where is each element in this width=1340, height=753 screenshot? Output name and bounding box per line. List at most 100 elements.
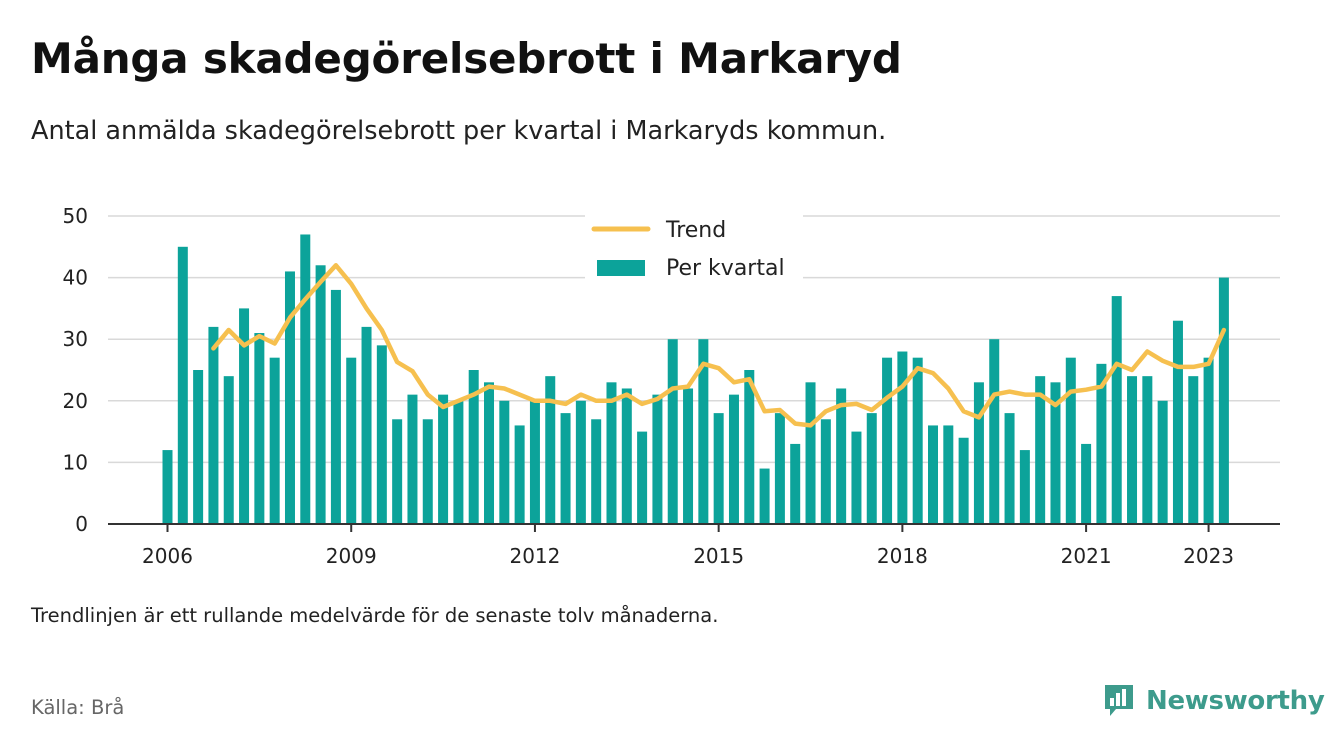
bar: [208, 326, 219, 524]
bar: [943, 425, 954, 524]
bar: [545, 376, 556, 524]
bar: [1065, 357, 1076, 524]
bar: [683, 388, 694, 524]
chart-subtitle: Antal anmälda skadegörelsebrott per kvar…: [31, 116, 887, 146]
legend-bar-label: Per kvartal: [666, 256, 785, 281]
bar: [759, 468, 770, 524]
bar: [606, 382, 617, 524]
bar: [1157, 400, 1168, 524]
bar: [1050, 382, 1061, 524]
bar: [575, 400, 586, 524]
bar: [790, 443, 801, 524]
bar: [1111, 296, 1122, 524]
trend-line: [211, 263, 1227, 428]
bar: [193, 370, 204, 524]
y-tick-label: 0: [75, 512, 88, 536]
bar: [989, 339, 1000, 524]
bar: [1127, 376, 1138, 524]
bar: [269, 357, 280, 524]
bar: [284, 271, 295, 524]
bar: [315, 265, 326, 524]
bar: [453, 400, 464, 524]
bar: [468, 370, 479, 524]
bar: [713, 413, 724, 524]
y-tick-label: 20: [63, 389, 88, 413]
y-tick-label: 50: [63, 204, 88, 228]
x-axis: 2006 2009 2012 2015 2018 2021 2023: [142, 524, 1234, 568]
bar: [1019, 450, 1030, 524]
legend-trend-label: Trend: [665, 218, 726, 243]
bar: [958, 437, 969, 524]
bar: [652, 394, 663, 524]
bar: [774, 413, 785, 524]
bar: [1218, 277, 1229, 524]
bar: [514, 425, 525, 524]
trend-note: Trendlinjen är ett rullande medelvärde f…: [31, 604, 719, 627]
bar: [621, 388, 632, 524]
x-tick-label: 2018: [877, 544, 928, 568]
bar: [392, 419, 403, 524]
bar: [1081, 443, 1092, 524]
y-tick-label: 40: [63, 266, 88, 290]
x-tick-label: 2006: [142, 544, 193, 568]
bar: [330, 289, 341, 524]
bar: [667, 339, 678, 524]
y-tick-label: 30: [63, 327, 88, 351]
legend-bar-swatch: [597, 260, 645, 276]
bar: [928, 425, 938, 524]
bar: [499, 400, 510, 524]
bar: [1172, 320, 1183, 524]
bar: [1096, 363, 1107, 524]
bar: [1203, 357, 1214, 524]
bar: [1004, 413, 1015, 524]
bar: [851, 431, 862, 524]
bar: [836, 388, 847, 524]
bar: [912, 357, 923, 524]
bar: [223, 376, 234, 524]
bar: [407, 394, 418, 524]
bar: [361, 326, 372, 524]
x-tick-label: 2009: [326, 544, 377, 568]
bar: [438, 394, 449, 524]
bar: [882, 357, 893, 524]
bar: [1035, 376, 1046, 524]
bar: [254, 333, 265, 524]
bar: [1142, 376, 1153, 524]
y-tick-label: 10: [63, 450, 88, 474]
bar: [744, 370, 755, 524]
bar: [728, 394, 739, 524]
bar: [346, 357, 357, 524]
bar: [973, 382, 984, 524]
bar: [162, 450, 173, 524]
bar: [376, 345, 387, 524]
newsworthy-logo-icon: [1105, 685, 1133, 716]
y-axis: 0 10 20 30 40 50: [63, 204, 88, 536]
x-tick-label: 2015: [693, 544, 744, 568]
bar: [591, 419, 602, 524]
trend-line-group: [211, 263, 1227, 428]
bar: [637, 431, 648, 524]
bar: [422, 419, 433, 524]
bar-line-chart: 0 10 20 30 40 50 2006 2009 2012 2015 2018 2021 2023…: [63, 204, 1280, 568]
x-tick-label: 2012: [509, 544, 560, 568]
bar: [820, 419, 831, 524]
source-text: Källa: Brå: [31, 696, 125, 719]
bars: [162, 234, 1229, 525]
legend: Trend Per kvartal: [585, 213, 803, 285]
x-tick-label: 2023: [1183, 544, 1234, 568]
bar: [698, 339, 709, 524]
bar: [300, 234, 311, 525]
chart-title: Många skadegörelsebrott i Markaryd: [31, 34, 902, 83]
bar: [177, 246, 188, 525]
bar: [484, 382, 495, 524]
bar: [529, 400, 540, 524]
bar: [805, 382, 816, 524]
brand-name: Newsworthy: [1146, 686, 1325, 716]
bar: [239, 308, 250, 524]
bar: [897, 351, 908, 524]
bar: [866, 413, 877, 524]
x-tick-label: 2021: [1061, 544, 1112, 568]
bar: [1188, 376, 1199, 524]
newsworthy-logo[interactable]: Newsworthy: [1102, 682, 1325, 720]
bar: [560, 413, 571, 524]
